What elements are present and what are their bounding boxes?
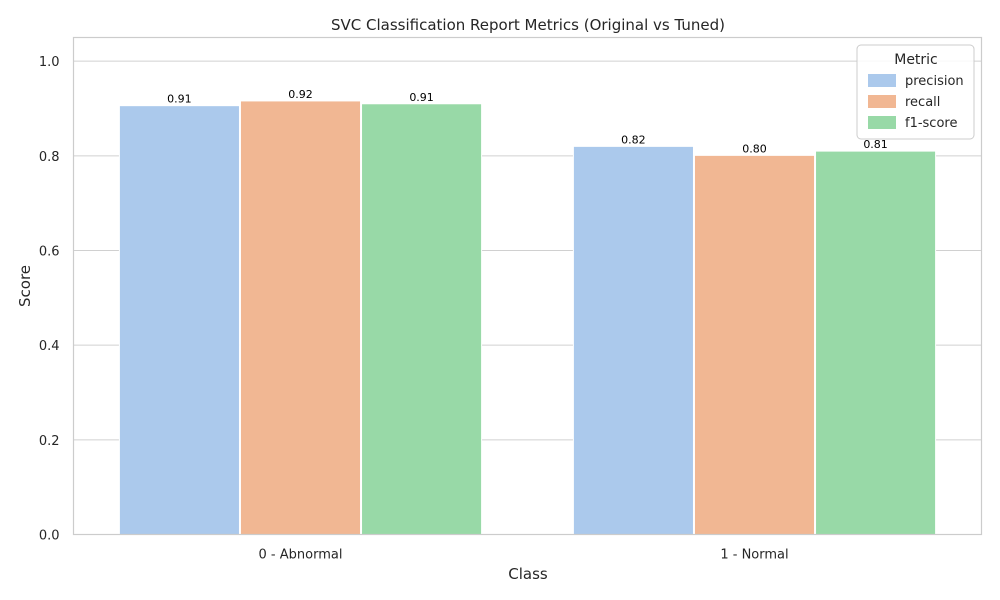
bar-value-label: 0.82 <box>621 133 646 146</box>
y-axis-label: Score <box>16 265 34 307</box>
x-axis-label: Class <box>508 565 548 583</box>
legend-title: Metric <box>894 52 938 68</box>
legend-swatch-f1-score <box>868 116 896 129</box>
chart-title: SVC Classification Report Metrics (Origi… <box>331 16 725 34</box>
y-tick-label: 0.8 <box>39 150 60 165</box>
bar-value-label: 0.81 <box>863 138 888 151</box>
legend-label-f1-score: f1-score <box>905 116 957 131</box>
y-tick-label: 0.2 <box>39 434 60 449</box>
bar-recall-1 <box>693 154 816 536</box>
bar-f1-score-0 <box>361 103 483 536</box>
legend-frame <box>856 44 975 140</box>
bar-labels: 0.91 0.92 0.91 0.82 0.80 0.81 <box>167 88 888 155</box>
legend: Metric precision recall f1-score <box>856 44 975 140</box>
bar-value-label: 0.91 <box>167 93 192 106</box>
bars <box>118 100 937 536</box>
y-tick-label: 0.6 <box>39 245 60 260</box>
legend-label-recall: recall <box>905 95 940 110</box>
legend-swatch-recall <box>868 95 896 108</box>
bar-value-label: 0.80 <box>742 142 767 155</box>
legend-label-precision: precision <box>905 74 964 89</box>
bar-recall-0 <box>239 100 362 535</box>
y-tick-label: 0.4 <box>39 339 60 354</box>
bar-precision-0 <box>118 105 240 535</box>
bar-value-label: 0.91 <box>409 91 434 104</box>
legend-swatch-precision <box>868 74 896 87</box>
bar-precision-1 <box>572 145 694 535</box>
bar-value-label: 0.92 <box>288 88 313 101</box>
bar-f1-score-1 <box>815 150 937 535</box>
x-tick-label: 0 - Abnormal <box>259 548 343 563</box>
x-tick-label: 1 - Normal <box>720 548 788 563</box>
plot-frame <box>72 36 983 536</box>
y-tick-label: 0.0 <box>39 529 60 544</box>
y-tick-label: 1.0 <box>39 55 60 70</box>
y-tick-labels: 0.0 0.2 0.4 0.6 0.8 1.0 <box>39 55 60 543</box>
x-tick-labels: 0 - Abnormal 1 - Normal <box>259 548 789 563</box>
